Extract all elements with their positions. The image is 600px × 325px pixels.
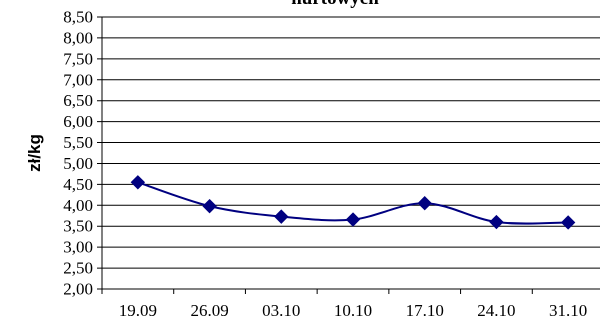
x-tick-label: 31.10 (549, 301, 587, 320)
y-tick-label: 3,50 (63, 217, 93, 236)
y-tick-label: 6,50 (63, 91, 93, 110)
y-tick-label: 8,50 (63, 8, 93, 27)
x-tick-label: 19.09 (119, 301, 157, 320)
x-tick-label: 17.10 (406, 301, 444, 320)
x-tick-label: 26.09 (190, 301, 228, 320)
y-tick-label: 5,50 (63, 133, 93, 152)
data-point-marker (274, 209, 289, 224)
gridlines (97, 16, 600, 290)
y-tick-label: 4,50 (63, 175, 93, 194)
data-point-marker (202, 198, 217, 214)
y-tick-label: 3,00 (63, 238, 93, 257)
data-point-marker (130, 175, 146, 190)
data-point-marker (489, 214, 504, 230)
y-tick-label: 5,00 (63, 154, 93, 173)
chart-title: hurtowych (291, 0, 379, 9)
y-axis-label: zł/kg (25, 134, 44, 172)
y-tick-labels: 2,00 2,50 3,00 3,50 4,00 4,50 5,00 5,50 6,00 6,50… (63, 8, 93, 299)
data-point-marker (345, 212, 361, 227)
y-tick-label: 2,00 (63, 280, 93, 299)
x-tick-labels: 19.09 26.09 03.10 10.10 17.10 24.10 31.10 (119, 301, 588, 320)
y-tick-label: 8,00 (63, 28, 93, 47)
x-tick-label: 03.10 (262, 301, 300, 320)
y-tick-label: 6,00 (63, 112, 93, 131)
series-group (130, 175, 576, 230)
y-tick-label: 2,50 (63, 259, 93, 278)
y-tick-label: 4,00 (63, 196, 93, 215)
y-tick-label: 7,00 (63, 70, 93, 89)
data-point-marker (560, 215, 576, 230)
x-tick-label: 10.10 (334, 301, 372, 320)
x-tick-marks (101, 289, 533, 294)
y-tick-label: 7,50 (63, 49, 93, 68)
data-point-marker (417, 196, 432, 211)
x-tick-label: 24.10 (477, 301, 515, 320)
